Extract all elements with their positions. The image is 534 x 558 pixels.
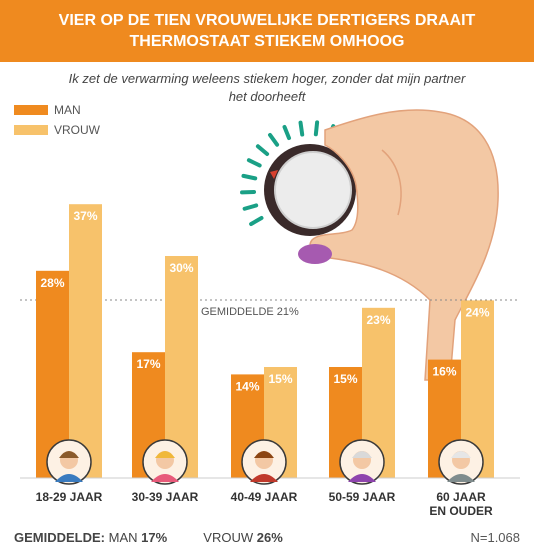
footer-man-label: MAN	[108, 530, 138, 545]
dial-tick	[313, 120, 320, 137]
category-label-5-line-2: EN OUDER	[429, 504, 493, 518]
title-banner: VIER OP DE TIEN VROUWELIJKE DERTIGERS DR…	[0, 0, 534, 62]
footer-label: GEMIDDELDE:	[14, 530, 105, 545]
thermostat-hand-illustration	[240, 109, 499, 381]
average-label: GEMIDDELDE 21%	[201, 306, 299, 318]
category-label-1: 18-29 JAAR	[36, 490, 103, 504]
data-label-vrouw-1: 37%	[73, 209, 97, 223]
dial-tick	[298, 120, 305, 137]
legend-item-vrouw: VROUW	[14, 120, 100, 140]
dial-tick	[255, 144, 270, 157]
title-line-1: VIER OP DE TIEN VROUWELIJKE DERTIGERS DR…	[58, 12, 476, 29]
category-label-2: 30-39 JAAR	[132, 490, 199, 504]
dial-tick	[249, 216, 264, 226]
dial-tick	[268, 132, 280, 147]
footer-vrouw-value: 26%	[256, 530, 283, 545]
bar-vrouw-1	[69, 204, 102, 478]
category-label-4: 50-59 JAAR	[329, 490, 396, 504]
footer-man-value: 17%	[141, 530, 168, 545]
man-young-avatar-icon	[46, 439, 92, 485]
data-label-man-2: 17%	[136, 357, 160, 371]
footer-vrouw-label: VROUW	[203, 530, 254, 545]
dial-tick	[241, 173, 258, 181]
data-label-vrouw-5: 24%	[465, 305, 489, 319]
data-label-vrouw-2: 30%	[169, 261, 193, 275]
data-label-man-4: 15%	[333, 372, 357, 386]
data-label-vrouw-4: 23%	[366, 313, 390, 327]
dial-tick	[242, 203, 259, 211]
legend-label-vrouw: VROUW	[54, 123, 100, 137]
subtitle-line-1: Ik zet de verwarming weleens stiekem hog…	[68, 71, 466, 86]
title-line-2: THERMOSTAAT STIEKEM OMHOOG	[129, 33, 405, 50]
bearded-man-avatar-icon	[241, 439, 287, 485]
category-label-3: 40-49 JAAR	[231, 490, 298, 504]
elderly-man-avatar-icon	[438, 439, 484, 485]
category-label-5-line-1: 60 JAAR	[436, 490, 486, 504]
sample-size: N=1.068	[470, 530, 520, 545]
dial-tick	[246, 158, 262, 168]
woman-avatar-icon	[142, 439, 188, 485]
data-label-vrouw-3: 15%	[268, 372, 292, 386]
data-label-man-1: 28%	[40, 276, 64, 290]
legend: MAN VROUW	[14, 100, 100, 140]
footer: GEMIDDELDE: MAN 17% VROUW 26% N=1.068	[14, 530, 520, 545]
grey-haired-woman-avatar-icon	[339, 439, 385, 485]
legend-swatch-vrouw	[14, 125, 48, 135]
data-label-man-3: 14%	[235, 379, 259, 393]
subtitle-line-2: het doorheeft	[228, 89, 306, 104]
legend-label-man: MAN	[54, 103, 81, 117]
legend-item-man: MAN	[14, 100, 100, 120]
legend-swatch-man	[14, 105, 48, 115]
subtitle: Ik zet de verwarming weleens stiekem hog…	[0, 70, 534, 106]
dial-tick	[282, 124, 292, 141]
data-label-man-5: 16%	[432, 365, 456, 379]
